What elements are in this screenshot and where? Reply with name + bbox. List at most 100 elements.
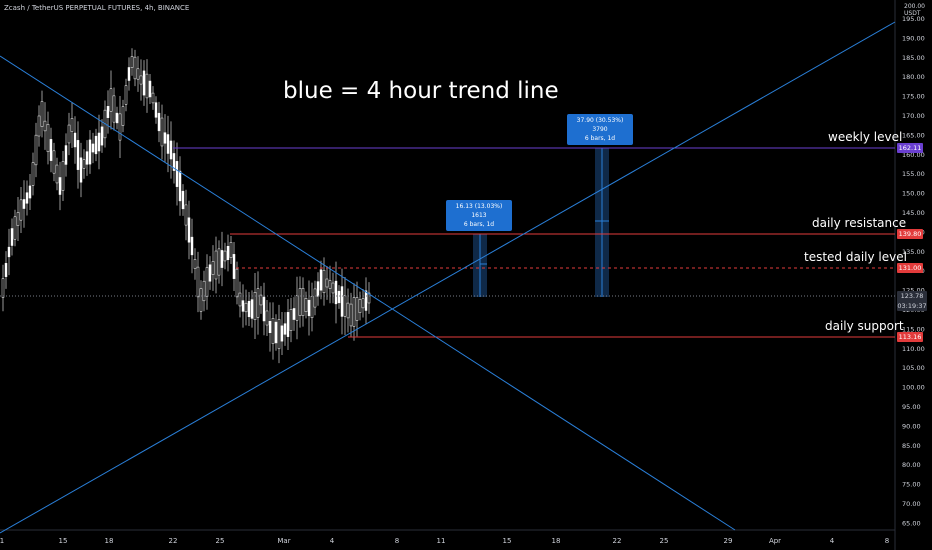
price-tick-label: 155.00 xyxy=(902,170,925,178)
candle-body xyxy=(178,170,182,202)
candle-body xyxy=(118,113,122,141)
time-tick-label: 1 xyxy=(0,537,4,545)
price-tick-label: 145.00 xyxy=(902,209,925,217)
candle-body xyxy=(55,164,59,184)
time-tick-label: Apr xyxy=(769,537,781,545)
candle-body xyxy=(151,92,155,104)
time-tick-label: 22 xyxy=(169,537,178,545)
candle-body xyxy=(313,288,317,308)
candle-body xyxy=(181,190,185,210)
candle-body xyxy=(112,95,116,123)
candle-body xyxy=(271,318,275,344)
price-tick-label: 170.00 xyxy=(902,112,925,120)
time-tick-label: 15 xyxy=(503,537,512,545)
candle-body xyxy=(280,325,284,342)
candle-body xyxy=(163,132,167,144)
candle-body xyxy=(133,56,137,80)
price-tick-label: 190.00 xyxy=(902,34,925,42)
candle-body xyxy=(34,134,38,166)
candle-body xyxy=(40,101,44,127)
price-tick-label: 195.00 xyxy=(902,15,925,23)
candle-body xyxy=(145,73,149,99)
candle-body xyxy=(115,112,119,124)
time-tick-label: 8 xyxy=(885,537,889,545)
candle-body xyxy=(259,294,263,306)
candle-body xyxy=(106,106,110,118)
time-tick-label: 25 xyxy=(660,537,669,545)
candle-body xyxy=(307,299,311,317)
measure-label-2-value: 37.90 (30.53%) 3790 xyxy=(576,117,624,133)
candle-body xyxy=(247,300,251,318)
candle-body xyxy=(61,161,65,191)
candle-body xyxy=(325,278,329,288)
candle-body xyxy=(85,151,89,165)
price-tick-label: 70.00 xyxy=(902,500,921,508)
measure-label-2[interactable]: 37.90 (30.53%) 3790 6 bars, 1d xyxy=(567,114,633,145)
candle-body xyxy=(1,278,5,298)
time-tick-label: Mar xyxy=(277,537,290,545)
tested-price-tag: 131.00 xyxy=(897,263,923,273)
candle-body xyxy=(256,288,260,318)
descending-trend-line[interactable] xyxy=(0,55,736,531)
candle-body xyxy=(70,118,74,132)
candle-body xyxy=(298,288,302,316)
candle-body xyxy=(250,299,254,319)
candle-body xyxy=(139,75,143,85)
price-tick-label: 105.00 xyxy=(902,364,925,372)
price-tick-label: 150.00 xyxy=(902,190,925,198)
ascending-trend-line[interactable] xyxy=(0,21,896,534)
candle-body xyxy=(208,264,212,282)
candle-body xyxy=(265,310,269,326)
candle-body xyxy=(319,269,323,291)
time-tick-label: 15 xyxy=(59,537,68,545)
candle-body xyxy=(76,140,80,170)
time-tick-label: 11 xyxy=(437,537,446,545)
candle-body xyxy=(244,302,248,313)
candle-body xyxy=(241,300,245,312)
candle-body xyxy=(253,291,257,321)
candle-body xyxy=(130,56,134,68)
price-tick-label: 95.00 xyxy=(902,403,921,411)
candle-body xyxy=(88,139,92,165)
measure-label-1[interactable]: 16.13 (13.03%) 1613 6 bars, 1d xyxy=(446,200,512,231)
candle-body xyxy=(46,124,50,152)
price-tick-label: 100.00 xyxy=(902,384,925,392)
price-axis-ticks: 195.00 190.00 185.00 180.00 175.00 170.00 165.… xyxy=(902,15,925,527)
candle-body xyxy=(301,287,305,317)
candle-body xyxy=(52,150,56,174)
time-tick-label: 18 xyxy=(105,537,114,545)
candle-body xyxy=(205,267,209,297)
candle-body xyxy=(73,132,77,148)
candle-body xyxy=(64,145,68,165)
candle-body xyxy=(22,199,26,209)
candle-body xyxy=(274,321,278,344)
candle-body xyxy=(58,177,62,195)
measure-ranges xyxy=(473,148,609,297)
candle-body xyxy=(199,288,203,312)
daily-resistance-label: daily resistance xyxy=(812,216,907,230)
current-price-tag: 123.78 03:19:37 xyxy=(897,291,927,311)
time-tick-label: 25 xyxy=(216,537,225,545)
chart-annotation-title: blue = 4 hour trend line xyxy=(283,78,559,104)
candle-body xyxy=(220,250,224,268)
candle-body xyxy=(91,143,95,153)
measure-label-1-bars: 6 bars, 1d xyxy=(463,221,495,228)
candle-body xyxy=(262,296,266,322)
candle-body xyxy=(190,236,194,256)
candle-body xyxy=(226,245,230,261)
time-tick-label: 4 xyxy=(830,537,835,545)
price-tick-label: 135.00 xyxy=(902,248,925,256)
candle-body xyxy=(7,246,11,258)
candle-body xyxy=(268,320,272,334)
candle-body xyxy=(340,286,344,317)
candle-body xyxy=(49,139,53,161)
candle-body xyxy=(316,281,320,297)
axis-unit: 200.00 USDT xyxy=(904,3,925,17)
candle-body xyxy=(97,132,101,152)
price-tick-label: 90.00 xyxy=(902,422,921,430)
candle-body xyxy=(10,228,14,246)
candle-body xyxy=(352,297,356,327)
candle-body xyxy=(31,162,35,186)
candle-body xyxy=(184,204,188,226)
